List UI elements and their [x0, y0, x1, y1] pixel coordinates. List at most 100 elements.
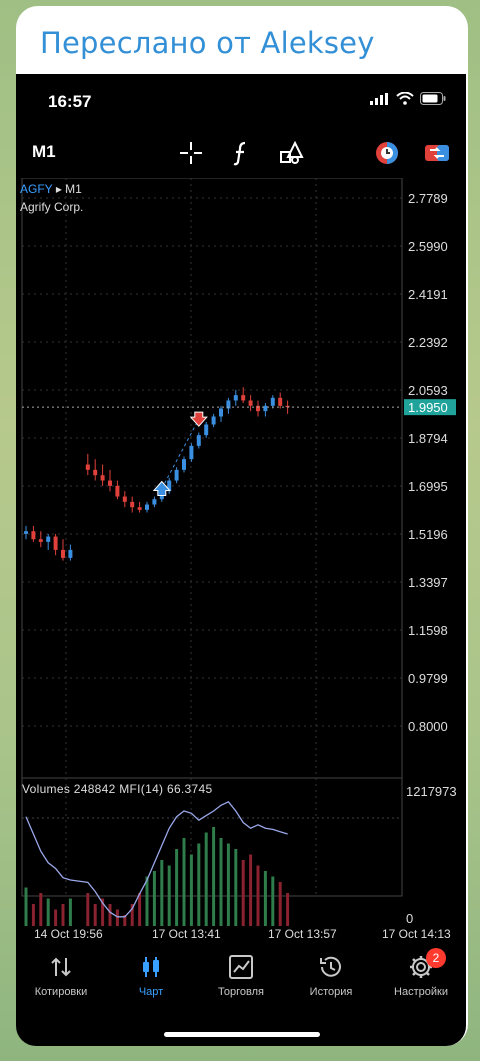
symbol-label: AGFY ▸ M1: [20, 182, 82, 196]
volume-bar: [68, 898, 72, 926]
forwarded-from-label[interactable]: Переслано от Aleksey: [40, 26, 375, 60]
volume-bar: [271, 876, 275, 926]
buy-marker-icon: [152, 480, 171, 497]
screenshot-image[interactable]: 16:57 M1: [16, 74, 466, 1046]
candle-body: [38, 539, 43, 542]
volume-bar: [108, 904, 112, 926]
crosshair-icon[interactable]: [178, 140, 204, 166]
price-tick-label: 1.1598: [408, 623, 448, 638]
price-tick-label: 1.5196: [408, 527, 448, 542]
nav-label: Чарт: [138, 986, 164, 998]
volume-bar: [86, 893, 90, 926]
price-tick-label: 1.3397: [408, 575, 448, 590]
price-tick-label: 2.7789: [408, 191, 448, 206]
volume-bar: [197, 843, 201, 926]
volume-bar: [175, 849, 179, 926]
candle-body: [53, 536, 58, 550]
home-indicator: [164, 1032, 320, 1037]
candle-body: [68, 549, 73, 558]
candle-body: [100, 475, 105, 481]
candle-body: [233, 395, 238, 401]
candle-body: [189, 445, 194, 460]
price-tick-label: 1.6995: [408, 479, 448, 494]
symbol-name: AGFY: [20, 182, 53, 196]
volume-bar: [226, 843, 230, 926]
candle-body: [270, 397, 275, 406]
volume-bar: [234, 849, 238, 926]
volume-bar: [167, 865, 171, 926]
volume-bar: [115, 909, 119, 926]
volume-bar: [256, 865, 260, 926]
status-icons: [370, 92, 446, 105]
time-axis-label: 17 Oct 14:13: [382, 927, 451, 938]
time-axis-label: 17 Oct 13:41: [152, 927, 221, 938]
time-axis-label: 17 Oct 13:57: [268, 927, 337, 938]
volume-bar: [46, 898, 50, 926]
volume-tick-label: 0: [406, 911, 413, 926]
trade-toggle-icon[interactable]: [424, 140, 450, 166]
volume-bar: [123, 915, 127, 926]
nav-item-history[interactable]: История: [286, 946, 376, 998]
candle-body: [85, 464, 90, 470]
candle-body: [196, 435, 201, 446]
candle-body: [211, 416, 216, 425]
candle-body: [167, 480, 172, 492]
volume-bar: [212, 827, 216, 926]
price-tick-label: 2.4191: [408, 287, 448, 302]
indicator-label: Volumes 248842 MFI(14) 66.3745: [22, 782, 213, 796]
nav-label: Настройки: [394, 986, 448, 998]
volume-bar: [61, 904, 65, 926]
signal-icon: [370, 92, 388, 105]
chart-toolbar: M1: [16, 136, 466, 172]
price-tick-label: 2.5990: [408, 239, 448, 254]
volume-bar: [93, 904, 97, 926]
volume-bar: [54, 909, 58, 926]
volume-bar: [152, 871, 156, 926]
nav-item-chart[interactable]: Чарт: [106, 946, 196, 998]
price-tick-label: 2.0593: [408, 383, 448, 398]
function-icon[interactable]: [228, 140, 254, 166]
symbol-timeframe: M1: [65, 182, 82, 196]
candle-body: [130, 501, 135, 508]
trade-chart-icon: [229, 955, 253, 979]
nav-label: Торговля: [218, 986, 264, 998]
volume-bar: [263, 871, 267, 926]
candle-body: [219, 408, 223, 417]
nav-item-trade[interactable]: Торговля: [196, 946, 286, 998]
price-tick-label: 0.8000: [408, 719, 448, 734]
objects-icon[interactable]: [278, 140, 304, 166]
volume-bar: [182, 838, 186, 926]
notification-badge: 2: [426, 948, 446, 968]
status-time: 16:57: [48, 92, 92, 111]
timeframe-clock-icon[interactable]: [374, 140, 400, 166]
candle-body: [24, 531, 28, 534]
bottom-nav: Котировки Чарт Торговля История: [16, 946, 466, 1010]
nav-item-quotes[interactable]: Котировки: [16, 946, 106, 998]
history-clock-icon: [320, 956, 341, 977]
volume-bar: [278, 882, 282, 926]
volume-bar: [189, 854, 193, 926]
wifi-icon: [396, 92, 414, 105]
candle-body: [182, 459, 186, 470]
candle-body: [108, 480, 112, 486]
company-name: Agrify Corp.: [20, 200, 84, 214]
candles-icon: [143, 957, 159, 977]
candle-body: [115, 485, 120, 497]
nav-label: История: [309, 986, 353, 998]
candle-body: [31, 531, 36, 540]
volume-bar: [145, 876, 149, 926]
candle-body: [46, 536, 51, 542]
candle-body: [137, 507, 142, 510]
nav-item-settings[interactable]: 2 Настройки: [376, 946, 466, 998]
candle-body: [61, 549, 65, 558]
candle-body: [93, 469, 98, 476]
candle-body: [122, 496, 127, 502]
time-axis-label: 14 Oct 19:56: [34, 927, 103, 938]
price-chart[interactable]: 2.7789 2.5990 2.4191 2.2392 2.0593 1.8794 1.69…: [16, 178, 466, 938]
volume-bar: [101, 898, 105, 926]
volume-bar: [286, 893, 290, 926]
volume-bar: [24, 887, 28, 926]
timeframe-button[interactable]: M1: [32, 142, 56, 161]
current-price-label: 1.9950: [408, 400, 448, 415]
volume-bar: [130, 904, 134, 926]
